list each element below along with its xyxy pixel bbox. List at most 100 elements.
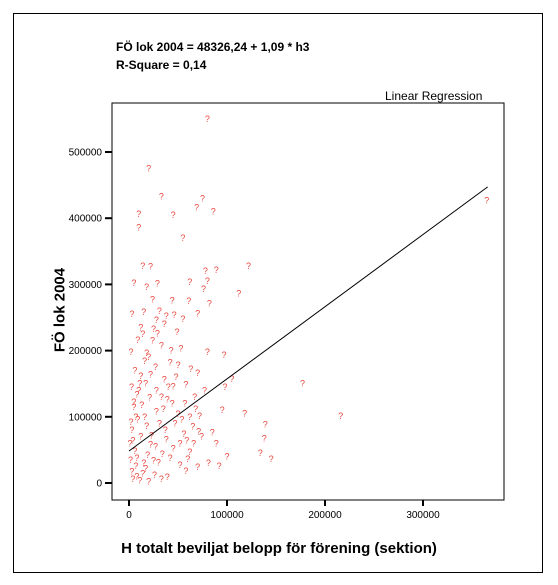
x-axis: 0 100000 200000 300000 [126,500,440,521]
data-point: ? [195,368,200,378]
data-point: ? [162,375,167,385]
data-point: ? [142,356,147,366]
data-point: ? [175,409,180,419]
data-point: ? [178,344,183,354]
data-point: ? [222,350,227,360]
data-point: ? [164,434,169,444]
data-point: ? [131,278,136,288]
data-point: ? [166,382,171,392]
x-axis-label: H totalt beviljat belopp för förening (s… [121,540,437,557]
data-point: ? [177,460,182,470]
data-point: ? [263,420,268,430]
data-point: ? [224,452,229,462]
data-point: ? [134,471,139,481]
data-point: ? [214,438,219,448]
data-point: ? [141,458,146,468]
y-tick-label: 0 [96,479,102,490]
data-point: ? [140,469,145,479]
data-point: ? [154,315,159,325]
data-point: ? [195,309,200,319]
data-point: ? [171,210,176,220]
data-point: ? [269,454,274,464]
data-point: ? [170,399,175,409]
y-tick-label: 200000 [69,346,103,357]
data-point: ? [262,434,267,444]
data-point: ? [129,467,134,477]
data-point: ? [165,472,170,482]
data-point: ? [148,440,153,450]
x-tick-label: 200000 [308,510,342,521]
data-point: ? [160,449,165,459]
data-point: ? [129,425,134,435]
data-point: ? [183,379,188,389]
x-tick-label: 300000 [406,510,440,521]
data-point: ? [135,414,140,424]
data-point: ? [183,466,188,476]
data-point: ? [192,392,197,402]
data-point: ? [171,381,176,391]
data-point: ? [136,209,141,219]
data-point: ? [137,475,142,485]
data-point: ? [129,382,134,392]
data-point: ? [217,461,222,471]
data-point: ? [242,408,247,418]
data-point: ? [338,411,343,421]
data-point: ? [205,276,210,286]
data-point: ? [132,365,137,375]
y-tick-label: 500000 [69,148,103,159]
data-point: ? [138,322,143,332]
data-point: ? [148,369,153,379]
data-point: ? [210,428,215,438]
data-point: ? [187,447,192,457]
data-point: ? [159,191,164,201]
data-point: ? [131,397,136,407]
data-point: ? [246,261,251,271]
y-tick-label: 300000 [69,280,103,291]
data-point: ? [140,261,145,271]
data-point: ? [236,289,241,299]
r-square-label: R-Square = 0,14 [116,58,207,72]
data-point: ? [159,392,164,402]
y-axis: 0 100000 200000 300000 400000 500000 [69,148,112,490]
data-point: ? [165,395,170,405]
data-point: ? [202,385,207,395]
data-point: ? [201,284,206,294]
data-point: ? [132,446,137,456]
data-point: ? [151,455,156,465]
data-point: ? [199,432,204,442]
data-point: ? [135,335,140,345]
data-point: ? [206,458,211,468]
data-point: ? [162,319,167,329]
data-point: ? [129,309,134,319]
data-point: ? [153,442,158,452]
data-point: ? [157,306,162,316]
data-point: ? [185,454,190,464]
data-point: ? [141,307,146,317]
data-point: ? [186,296,191,306]
data-point: ? [159,474,164,484]
data-point: ? [146,164,151,174]
data-point: ? [156,457,161,467]
data-point: ? [258,448,263,458]
data-point: ? [220,405,225,415]
data-point: ? [175,360,180,370]
data-point: ? [191,438,196,448]
data-point: ? [187,412,192,422]
data-point: ? [146,477,151,487]
data-point: ? [205,114,210,124]
data-points: ????????????????????????????????????????… [127,114,489,487]
data-point: ? [181,429,186,439]
data-point: ? [139,400,144,410]
data-point: ? [142,412,147,422]
data-point: ? [229,374,234,384]
data-point: ? [174,372,179,382]
data-point: ? [197,411,202,421]
data-point: ? [484,195,489,205]
data-point: ? [149,430,154,440]
data-point: ? [134,389,139,399]
data-point: ? [207,299,212,309]
data-point: ? [150,336,155,346]
data-point: ? [155,328,160,338]
data-point: ? [133,412,138,422]
